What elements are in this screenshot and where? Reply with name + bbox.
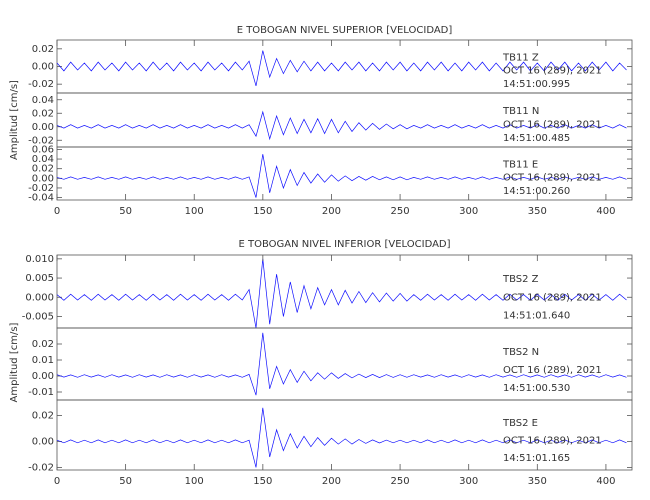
x-tick-label: 100 <box>185 206 204 217</box>
y-tick-label: -0.01 <box>28 387 54 398</box>
y-tick-label: 0.00 <box>32 122 54 133</box>
x-tick-label: 50 <box>119 206 132 217</box>
waveform <box>56 50 627 86</box>
x-tick-label: 350 <box>528 206 547 217</box>
x-tick-label: 400 <box>596 206 615 217</box>
y-tick-label: -0.02 <box>28 79 54 90</box>
y-tick-label: -0.04 <box>28 193 54 204</box>
y-tick-label: -0.02 <box>28 462 54 473</box>
y-tick-label: 0.005 <box>25 273 54 284</box>
y-tick-label: 0.02 <box>32 108 54 119</box>
date-label: OCT 16 (289), 2021 <box>503 173 602 184</box>
waveform <box>56 154 627 198</box>
station-label: TB11 Z <box>502 52 539 63</box>
time-label: 14:51:01.165 <box>503 453 570 464</box>
y-axis-label: Amplitud [cm/s] <box>9 80 20 160</box>
y-tick-label: 0.010 <box>25 254 54 265</box>
time-label: 14:51:00.995 <box>503 79 570 90</box>
x-tick-label: 200 <box>322 206 341 217</box>
y-tick-label: 0.02 <box>32 164 54 175</box>
y-tick-label: 0.04 <box>32 95 54 106</box>
station-label: TB11 E <box>502 159 538 170</box>
x-tick-label: 400 <box>596 476 615 487</box>
y-tick-label: 0.02 <box>32 411 54 422</box>
y-axis-label: Amplitud [cm/s] <box>9 322 20 402</box>
time-label: 14:51:00.260 <box>503 186 570 197</box>
time-label: 14:51:00.530 <box>503 383 570 394</box>
waveform <box>56 332 627 396</box>
y-tick-label: 0.00 <box>32 173 54 184</box>
station-label: TBS2 N <box>502 347 539 358</box>
date-label: OCT 16 (289), 2021 <box>503 292 602 303</box>
time-label: 14:51:01.640 <box>503 311 570 322</box>
x-tick-label: 300 <box>459 476 478 487</box>
station-label: TB11 N <box>502 106 539 117</box>
waveform <box>56 110 627 141</box>
station-label: TBS2 E <box>502 418 538 429</box>
y-tick-label: 0.000 <box>25 292 54 303</box>
waveform <box>56 258 627 329</box>
date-label: OCT 16 (289), 2021 <box>503 436 602 447</box>
x-tick-label: 200 <box>322 476 341 487</box>
y-tick-label: 0.00 <box>32 436 54 447</box>
y-tick-label: 0.00 <box>32 62 54 73</box>
y-tick-label: 0.00 <box>32 371 54 382</box>
x-tick-label: 0 <box>54 476 60 487</box>
y-tick-label: -0.005 <box>22 311 54 322</box>
time-label: 14:51:00.485 <box>503 133 570 144</box>
date-label: OCT 16 (289), 2021 <box>503 66 602 77</box>
x-tick-label: 150 <box>253 476 272 487</box>
y-tick-label: 0.04 <box>32 154 54 165</box>
panel-frame <box>56 146 633 201</box>
x-tick-label: 50 <box>119 476 132 487</box>
x-tick-label: 250 <box>391 476 410 487</box>
x-tick-label: 150 <box>253 206 272 217</box>
y-tick-label: 0.02 <box>32 339 54 350</box>
x-tick-label: 100 <box>185 476 204 487</box>
x-tick-label: 350 <box>528 476 547 487</box>
y-tick-label: 0.06 <box>32 144 54 155</box>
chart-title: E TOBOGAN NIVEL SUPERIOR [VELOCIDAD] <box>237 25 453 36</box>
y-tick-label: -0.02 <box>28 135 54 146</box>
panel-frame <box>56 399 633 471</box>
x-tick-label: 250 <box>391 206 410 217</box>
waveform <box>56 407 627 468</box>
y-tick-label: 0.02 <box>32 44 54 55</box>
y-tick-label: 0.01 <box>32 355 54 366</box>
station-label: TBS2 Z <box>502 274 539 285</box>
chart-title: E TOBOGAN NIVEL INFERIOR [VELOCIDAD] <box>238 239 450 250</box>
y-tick-label: -0.02 <box>28 183 54 194</box>
date-label: OCT 16 (289), 2021 <box>503 365 602 376</box>
date-label: OCT 16 (289), 2021 <box>503 119 602 130</box>
x-tick-label: 300 <box>459 206 478 217</box>
x-tick-label: 0 <box>54 206 60 217</box>
